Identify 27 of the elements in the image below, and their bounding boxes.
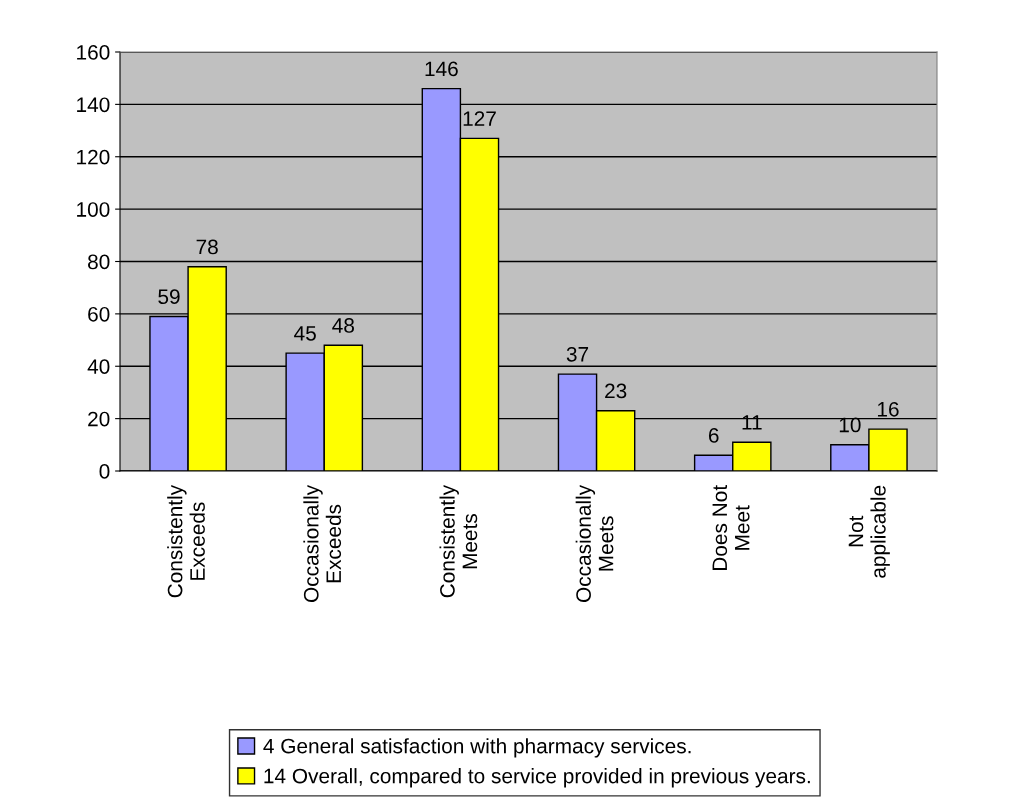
y-tick-label: 20 — [88, 411, 110, 427]
data-label: 127 — [463, 111, 496, 126]
y-tick-label: 40 — [87, 359, 110, 374]
x-tick-label: Occasionally Meets — [575, 484, 614, 602]
data-label: 16 — [877, 401, 899, 417]
x-tick-label: Occasionally Exceeds — [303, 484, 342, 602]
y-tick-label: 60 — [88, 306, 110, 322]
data-label: 23 — [605, 383, 627, 399]
data-label: 78 — [196, 239, 218, 255]
data-label: 59 — [158, 289, 180, 305]
y-tick-label: 140 — [77, 97, 110, 113]
x-tick-label: Consistently Exceeds — [167, 484, 205, 598]
y-tick-label: 0 — [99, 464, 110, 479]
legend-label: 4 General satisfaction with pharmacy services. — [263, 738, 691, 758]
y-tick-label: 160 — [77, 45, 110, 60]
y-tick-label: 100 — [77, 202, 110, 217]
x-tick-label: Consistently Meets — [439, 484, 478, 598]
y-tick-label: 120 — [77, 149, 110, 165]
legend-label: 14 Overall, compared to service provided in previous years. — [264, 768, 810, 788]
data-label: 37 — [566, 346, 589, 362]
y-tick-label: 80 — [88, 254, 110, 270]
data-label: 48 — [332, 318, 354, 333]
data-label: 45 — [294, 326, 316, 341]
x-tick-label: Does Not Meet — [712, 485, 750, 571]
x-tick-label: Not applicable — [848, 485, 890, 578]
data-label: 146 — [425, 61, 458, 77]
data-label: 6 — [708, 428, 719, 443]
